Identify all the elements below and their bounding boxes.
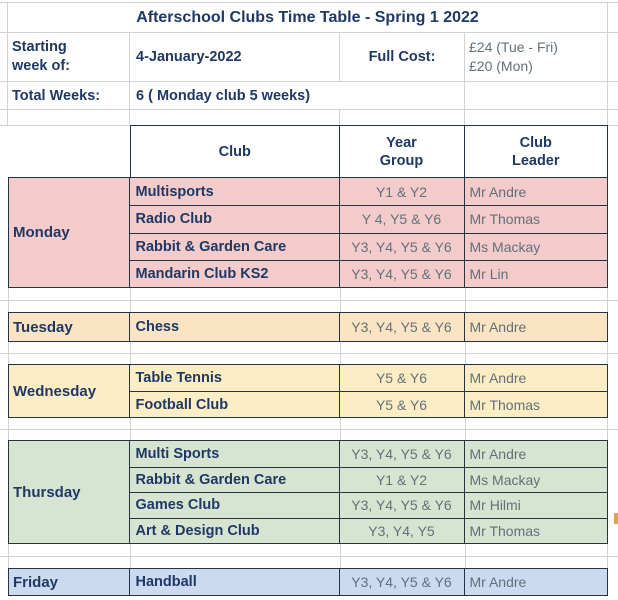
- starting-week-date: 4-January-2022: [136, 49, 242, 65]
- tuesday-section: Tuesday Chess Y3, Y4, Y5 & Y6 Mr Andre: [8, 312, 608, 342]
- club-name-cell: Football Club: [129, 391, 340, 417]
- column-header-club: Club: [131, 126, 340, 177]
- empty-cell: [465, 110, 608, 125]
- full-cost-line2: £20 (Mon): [469, 58, 533, 74]
- year-group-cell: Y1 & Y2: [339, 466, 465, 492]
- year-group-cell: Y3, Y4, Y5 & Y6: [340, 441, 465, 467]
- full-cost-label-text: Full Cost:: [368, 49, 436, 65]
- year-group-cell: Y1 & Y2: [340, 178, 465, 206]
- total-weeks-value: 6 ( Monday club 5 weeks): [130, 82, 465, 109]
- right-margin-cell: [608, 82, 618, 109]
- starting-week-label-line2: week of:: [12, 58, 71, 74]
- club-leader-cell: Mr Thomas: [464, 391, 607, 417]
- day-label-monday: Monday: [9, 178, 130, 287]
- friday-section: Friday Handball Y3, Y4, Y5 & Y6 Mr Andre: [8, 568, 608, 596]
- wednesday-section: Wednesday Table Tennis Y5 & Y6 Mr Andre …: [8, 364, 608, 418]
- right-margin-cell: [608, 110, 618, 125]
- page-title: Afterschool Clubs Time Table - Spring 1 …: [8, 3, 608, 32]
- full-cost-label: Full Cost:: [340, 33, 465, 81]
- empty-cell: [8, 110, 130, 125]
- club-leader-cell: Mr Andre: [469, 445, 527, 462]
- club-leader-cell: Mr Thomas: [464, 517, 607, 544]
- club-leader-cell: Ms Mackay: [464, 466, 607, 493]
- total-weeks-label: Total Weeks:: [8, 82, 130, 109]
- year-group-cell: Y3, Y4, Y5 & Y6: [340, 313, 465, 341]
- club-name-cell: Rabbit & Garden Care: [129, 232, 340, 260]
- club-header-text: Club: [218, 143, 251, 160]
- starting-week-value: 4-January-2022: [130, 33, 340, 81]
- left-margin-cell: [0, 82, 8, 109]
- left-margin-cell: [0, 110, 8, 125]
- starting-week-label-line1: Starting: [12, 39, 67, 55]
- starting-week-label: Starting week of:: [8, 33, 130, 81]
- year-group-cell: Y 4, Y5 & Y6: [339, 205, 465, 233]
- club-leader-cell: Mr Andre: [469, 370, 527, 386]
- column-header-club-leader: Club Leader: [465, 126, 608, 177]
- left-margin-cell: [0, 3, 8, 32]
- club-name-cell: Art & Design Club: [129, 517, 340, 543]
- club-leader-cell: Mr Andre: [469, 183, 527, 200]
- spacer-row: [0, 342, 618, 364]
- empty-cell: [340, 110, 465, 125]
- club-name-cell: Table Tennis: [130, 365, 340, 391]
- year-header-line1: Year: [386, 134, 417, 151]
- info-row-2: Total Weeks: 6 ( Monday club 5 weeks): [0, 82, 618, 110]
- club-name-cell: Mandarin Club KS2: [129, 259, 340, 287]
- club-leader-cell: Mr Lin: [464, 259, 607, 287]
- year-group-cell: Y3, Y4, Y5 & Y6: [340, 569, 465, 595]
- year-header-line2: Group: [379, 152, 424, 169]
- thursday-section: Thursday Multi Sports Y3, Y4, Y5 & Y6 Mr…: [8, 440, 608, 544]
- spacer-row: [0, 544, 618, 568]
- leader-header-line1: Club: [519, 134, 552, 151]
- column-header-year-group: Year Group: [340, 126, 465, 177]
- year-group-cell: Y5 & Y6: [340, 365, 465, 391]
- title-row: Afterschool Clubs Time Table - Spring 1 …: [0, 3, 618, 33]
- table-column-header: Club Year Group Club Leader: [130, 125, 608, 177]
- year-group-cell: Y3, Y4, Y5 & Y6: [339, 259, 465, 287]
- spacer-row: [0, 288, 618, 312]
- gap-row: [0, 110, 618, 126]
- info-row-1: Starting week of: 4-January-2022 Full Co…: [0, 33, 618, 82]
- stray-mark: [614, 513, 618, 524]
- club-leader-cell: Mr Andre: [469, 319, 527, 335]
- day-label-friday: Friday: [9, 569, 130, 595]
- club-name-cell: Handball: [130, 569, 340, 595]
- total-weeks-label-text: Total Weeks:: [12, 87, 101, 104]
- club-leader-cell: Ms Mackay: [464, 232, 607, 260]
- full-cost-line1: £24 (Tue - Fri): [469, 39, 558, 55]
- left-margin-cell: [0, 33, 8, 81]
- total-weeks-value-text: 6 ( Monday club 5 weeks): [136, 87, 311, 104]
- club-name-cell: Multi Sports: [130, 441, 340, 467]
- right-margin-cell: [608, 3, 618, 32]
- full-cost-value: £24 (Tue - Fri) £20 (Mon): [465, 33, 608, 81]
- year-group-cell: Y3, Y4, Y5 & Y6: [339, 492, 465, 518]
- club-name-cell: Radio Club: [129, 205, 340, 233]
- empty-cell: [465, 82, 608, 109]
- right-margin-cell: [608, 33, 618, 81]
- club-name-cell: Rabbit & Garden Care: [129, 466, 340, 492]
- sheet-header-area: Afterschool Clubs Time Table - Spring 1 …: [0, 2, 618, 126]
- day-label-wednesday: Wednesday: [9, 365, 130, 417]
- club-leader-cell: Mr Thomas: [464, 205, 607, 232]
- club-name-cell: Chess: [130, 313, 340, 341]
- club-leader-cell: Mr Andre: [469, 574, 527, 590]
- monday-section: Monday Multisports Y1 & Y2 Mr Andre Radi…: [8, 177, 608, 288]
- year-group-cell: Y5 & Y6: [339, 391, 465, 417]
- day-label-thursday: Thursday: [9, 441, 130, 543]
- year-group-cell: Y3, Y4, Y5: [339, 517, 465, 543]
- empty-cell: [130, 110, 340, 125]
- leader-header-line2: Leader: [511, 152, 560, 169]
- year-group-cell: Y3, Y4, Y5 & Y6: [339, 232, 465, 260]
- spacer-row: [0, 418, 618, 440]
- club-leader-cell: Mr Hilmi: [464, 492, 607, 518]
- club-name-cell: Multisports: [130, 178, 340, 206]
- day-label-tuesday: Tuesday: [9, 313, 130, 341]
- club-name-cell: Games Club: [129, 492, 340, 518]
